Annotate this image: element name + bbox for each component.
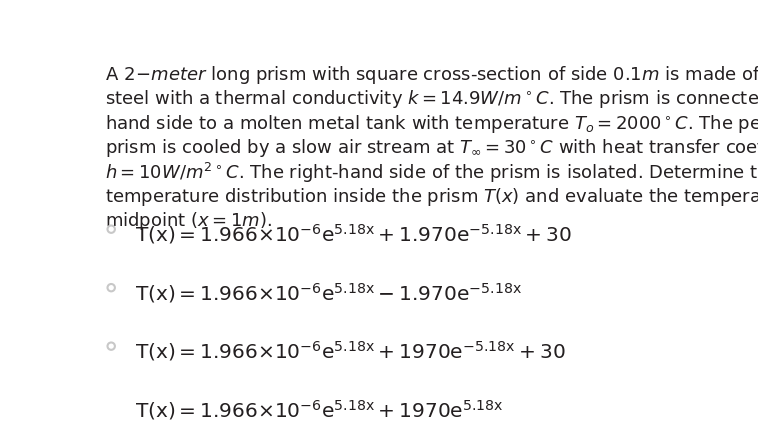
Text: A $\mathit{2\!-\!meter}$ long prism with square cross-section of side $\mathit{0: A $\mathit{2\!-\!meter}$ long prism with… [105, 64, 758, 86]
Ellipse shape [108, 401, 115, 408]
Text: $\mathsf{T(x)=1.966{\times}10^{-6}e^{5.18x}+1970e^{5.18x}}$: $\mathsf{T(x)=1.966{\times}10^{-6}e^{5.1… [135, 398, 503, 422]
Text: midpoint ($\mathit{x=1m}$).: midpoint ($\mathit{x=1m}$). [105, 210, 272, 232]
Text: $\mathsf{T(x)=1.966{\times}10^{-6}e^{5.18x}-1.970e^{-5.18x}}$: $\mathsf{T(x)=1.966{\times}10^{-6}e^{5.1… [135, 281, 522, 305]
Ellipse shape [108, 284, 115, 291]
Ellipse shape [108, 342, 115, 350]
Text: prism is cooled by a slow air stream at $\mathit{T_\infty=30^\circ C}$ with heat: prism is cooled by a slow air stream at … [105, 137, 758, 159]
Text: $\mathsf{T(x)=1.966{\times}10^{-6}e^{5.18x}+1970e^{-5.18x}+30}$: $\mathsf{T(x)=1.966{\times}10^{-6}e^{5.1… [135, 339, 565, 363]
Text: temperature distribution inside the prism $\mathit{T(x)}$ and evaluate the tempe: temperature distribution inside the pris… [105, 186, 758, 208]
Text: $\mathit{h=10W/m^2{}^\circ C}$. The right-hand side of the prism is isolated. De: $\mathit{h=10W/m^2{}^\circ C}$. The righ… [105, 161, 758, 185]
Text: $\mathsf{T(x)=1.966{\times}10^{-6}e^{5.18x}+1.970e^{-5.18x}+30}$: $\mathsf{T(x)=1.966{\times}10^{-6}e^{5.1… [135, 223, 572, 247]
Text: hand side to a molten metal tank with temperature $\mathit{T_o=2000^\circ C}$. T: hand side to a molten metal tank with te… [105, 112, 758, 135]
Text: steel with a thermal conductivity $\mathit{k=14.9W/m^\circ C}$. The prism is con: steel with a thermal conductivity $\math… [105, 88, 758, 110]
Ellipse shape [108, 226, 115, 233]
